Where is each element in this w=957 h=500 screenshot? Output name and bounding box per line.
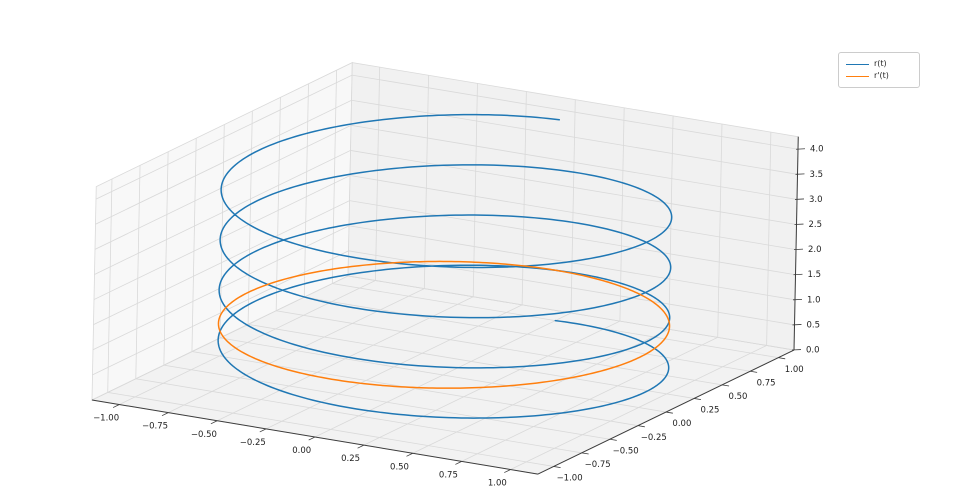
y-tick bbox=[665, 411, 673, 414]
z-grid-line bbox=[93, 200, 796, 326]
legend-item-r: r(t) bbox=[846, 60, 912, 68]
z-grid-line bbox=[91, 275, 795, 401]
axes-panes bbox=[90, 61, 799, 475]
z-axis-line bbox=[793, 136, 799, 351]
x-tick bbox=[504, 469, 511, 473]
x-tick-label: 0.25 bbox=[341, 454, 360, 464]
y-tick-label: 0.75 bbox=[757, 378, 776, 388]
legend: r(t) r'(t) bbox=[838, 52, 920, 88]
x-tick bbox=[210, 420, 218, 425]
legend-label-r: r(t) bbox=[874, 59, 887, 68]
x-tick-label: −0.75 bbox=[142, 422, 168, 432]
y-tick bbox=[637, 425, 645, 428]
y-tick-label: −0.50 bbox=[613, 446, 639, 456]
tick-marks bbox=[112, 148, 806, 473]
z-tick-label: 2.5 bbox=[809, 220, 823, 230]
y-tick bbox=[609, 438, 617, 441]
y-tick-label: 0.00 bbox=[672, 419, 691, 429]
z-grid-line bbox=[94, 150, 797, 275]
tick-labels: −1.00−0.75−0.50−0.250.000.250.500.751.00… bbox=[93, 145, 823, 489]
legend-item-r-prime: r'(t) bbox=[846, 72, 912, 80]
x-tick-label: 0.50 bbox=[390, 462, 409, 472]
x-tick bbox=[357, 444, 365, 449]
y-tick bbox=[750, 370, 758, 373]
x-tick bbox=[161, 412, 169, 417]
z-tick-label: 2.0 bbox=[808, 245, 822, 255]
z-grid-line bbox=[92, 250, 795, 376]
x-tick-label: −1.00 bbox=[93, 414, 119, 424]
x-tick-label: 0.75 bbox=[439, 470, 458, 480]
z-tick-label: 1.5 bbox=[808, 270, 822, 280]
z-grid-line bbox=[94, 124, 798, 250]
y-tick bbox=[778, 357, 786, 360]
y-tick bbox=[722, 384, 730, 387]
legend-line-swatch-r-prime bbox=[846, 75, 869, 77]
z-tick-label: 3.5 bbox=[810, 170, 824, 180]
z-tick-label: 1.0 bbox=[807, 295, 821, 305]
y-tick bbox=[693, 398, 702, 400]
x-tick-label: 1.00 bbox=[488, 479, 507, 489]
y-tick bbox=[581, 452, 589, 455]
x-tick bbox=[406, 452, 413, 457]
series-curves bbox=[217, 113, 673, 419]
y-tick-label: 1.00 bbox=[785, 365, 804, 375]
z-tick-label: 0.5 bbox=[807, 320, 821, 330]
z-grid-line bbox=[95, 99, 798, 225]
x-tick bbox=[455, 461, 462, 465]
series-curve-r-prime bbox=[217, 260, 671, 389]
x-tick bbox=[259, 428, 267, 433]
y-tick-label: −0.75 bbox=[585, 460, 611, 470]
x-tick bbox=[308, 436, 316, 441]
series-curve-r bbox=[217, 113, 673, 419]
legend-line-swatch-r bbox=[846, 63, 869, 65]
y-tick-label: −0.25 bbox=[641, 433, 667, 443]
y-tick-label: −1.00 bbox=[557, 474, 583, 484]
z-grid-line bbox=[95, 74, 799, 200]
z-tick-label: 0.0 bbox=[806, 346, 820, 356]
x-tick-label: −0.25 bbox=[240, 438, 266, 448]
y-tick bbox=[553, 466, 561, 468]
z-grid-line bbox=[92, 225, 796, 351]
x-tick-label: −0.50 bbox=[191, 430, 217, 440]
x-tick-label: 0.00 bbox=[292, 446, 311, 456]
z-tick-label: 3.0 bbox=[809, 195, 823, 205]
legend-label-r-prime: r'(t) bbox=[874, 71, 889, 80]
y-tick-label: 0.25 bbox=[701, 406, 720, 416]
z-grid-line bbox=[93, 175, 797, 300]
x-tick bbox=[112, 404, 120, 408]
y-tick-label: 0.50 bbox=[729, 392, 748, 402]
z-tick-label: 4.0 bbox=[810, 145, 824, 155]
